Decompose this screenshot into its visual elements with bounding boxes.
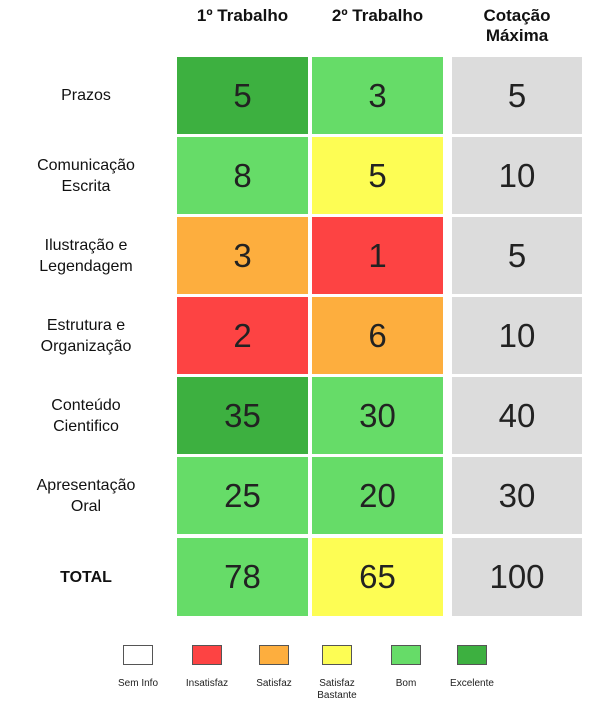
score-cell: 25 <box>177 457 308 534</box>
max-score-cell: 30 <box>452 457 582 534</box>
max-score-cell: 5 <box>452 217 582 294</box>
score-cell: 5 <box>312 137 443 214</box>
legend-label: Insatisfaz <box>185 678 229 689</box>
score-cell: 35 <box>177 377 308 454</box>
row-label: TOTAL <box>60 568 112 586</box>
score-cell: 65 <box>312 538 443 616</box>
legend-swatch <box>192 645 222 665</box>
score-cell: 30 <box>312 377 443 454</box>
legend-swatch <box>322 645 352 665</box>
score-cell: 5 <box>177 57 308 134</box>
row-label: Prazos <box>61 87 111 104</box>
legend-swatch <box>123 645 153 665</box>
max-score-cell: 40 <box>452 377 582 454</box>
row-label: Conteúdo Cientifico <box>51 396 121 435</box>
max-score-cell: 5 <box>452 57 582 134</box>
score-cell: 3 <box>177 217 308 294</box>
score-cell: 1 <box>312 217 443 294</box>
score-cell: 8 <box>177 137 308 214</box>
column-header: 1º Trabalho <box>196 6 289 25</box>
legend-label: Excelente <box>450 678 494 689</box>
column-header: Cotação Máxima <box>483 6 551 45</box>
max-score-cell: 100 <box>452 538 582 616</box>
legend-label: Satisfaz <box>256 678 292 689</box>
row-label: Ilustração e Legendagem <box>39 236 133 275</box>
legend-swatch <box>259 645 289 665</box>
row-label: Estrutura e Organização <box>40 316 132 355</box>
row-label: Comunicação Escrita <box>37 156 135 195</box>
legend-label: Satisfaz Bastante <box>317 678 357 701</box>
max-score-cell: 10 <box>452 137 582 214</box>
score-cell: 6 <box>312 297 443 374</box>
legend-label: Bom <box>395 678 417 689</box>
max-score-cell: 10 <box>452 297 582 374</box>
legend-swatch <box>457 645 487 665</box>
row-label: Apresentação Oral <box>36 476 136 515</box>
score-cell: 2 <box>177 297 308 374</box>
score-cell: 3 <box>312 57 443 134</box>
column-header: 2º Trabalho <box>331 6 424 25</box>
legend-swatch <box>391 645 421 665</box>
legend-label: Sem Info <box>117 678 159 689</box>
score-cell: 78 <box>177 538 308 616</box>
score-cell: 20 <box>312 457 443 534</box>
